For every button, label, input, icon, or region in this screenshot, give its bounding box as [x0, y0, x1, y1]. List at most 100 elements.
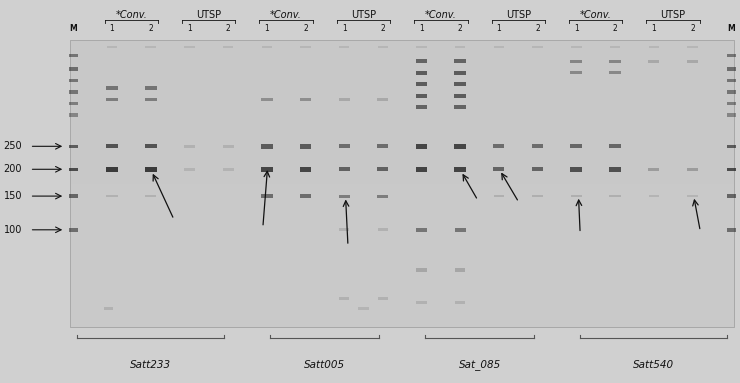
- Bar: [494, 46, 504, 47]
- Bar: [377, 98, 389, 101]
- Bar: [145, 86, 157, 90]
- Bar: [727, 195, 736, 198]
- Bar: [416, 59, 428, 63]
- Bar: [532, 144, 543, 148]
- Bar: [609, 59, 621, 63]
- Text: 2: 2: [458, 24, 462, 33]
- Bar: [455, 46, 465, 47]
- Bar: [223, 46, 233, 47]
- Text: UTSP: UTSP: [505, 10, 531, 20]
- Text: Satt233: Satt233: [130, 360, 171, 370]
- Bar: [687, 195, 698, 197]
- Bar: [727, 144, 736, 148]
- Bar: [727, 228, 736, 231]
- Text: *Conv.: *Conv.: [425, 10, 457, 20]
- Bar: [70, 98, 734, 112]
- Bar: [610, 195, 621, 198]
- Bar: [260, 167, 272, 172]
- Bar: [727, 167, 736, 171]
- Text: Sat_085: Sat_085: [459, 359, 501, 370]
- Bar: [687, 167, 698, 171]
- Bar: [727, 54, 736, 57]
- Bar: [454, 144, 466, 149]
- Bar: [416, 82, 428, 86]
- Bar: [70, 227, 734, 241]
- Bar: [648, 167, 659, 171]
- Bar: [377, 195, 389, 198]
- Bar: [340, 297, 349, 300]
- Bar: [106, 86, 118, 90]
- Bar: [69, 79, 78, 82]
- Bar: [145, 167, 157, 172]
- Bar: [106, 98, 118, 101]
- Bar: [300, 167, 312, 172]
- Bar: [69, 54, 78, 57]
- Bar: [70, 313, 734, 327]
- Bar: [417, 301, 427, 304]
- Bar: [69, 101, 78, 105]
- Bar: [339, 195, 350, 198]
- Bar: [416, 228, 427, 231]
- Bar: [454, 71, 466, 75]
- Bar: [494, 144, 505, 148]
- Bar: [377, 144, 389, 148]
- Bar: [358, 307, 369, 310]
- Bar: [184, 46, 195, 47]
- Bar: [69, 113, 78, 116]
- Bar: [70, 40, 734, 54]
- Bar: [300, 46, 311, 47]
- Bar: [494, 195, 504, 198]
- Bar: [416, 167, 428, 172]
- Bar: [494, 167, 505, 171]
- Bar: [70, 169, 734, 184]
- Bar: [610, 46, 620, 47]
- Text: 1: 1: [651, 24, 656, 33]
- Bar: [727, 113, 736, 116]
- Bar: [107, 195, 118, 198]
- Text: Satt005: Satt005: [304, 360, 346, 370]
- Bar: [70, 284, 734, 299]
- Bar: [223, 168, 234, 170]
- Bar: [70, 126, 734, 141]
- Bar: [70, 69, 734, 83]
- Text: *Conv.: *Conv.: [579, 10, 612, 20]
- Bar: [455, 268, 465, 272]
- Text: UTSP: UTSP: [351, 10, 376, 20]
- Bar: [70, 155, 734, 169]
- Bar: [70, 213, 734, 227]
- Text: 2: 2: [613, 24, 617, 33]
- Bar: [69, 167, 78, 171]
- Text: UTSP: UTSP: [661, 10, 686, 20]
- Bar: [69, 228, 78, 231]
- Bar: [260, 98, 272, 101]
- Bar: [532, 167, 543, 171]
- Text: 1: 1: [574, 24, 579, 33]
- Bar: [184, 145, 195, 148]
- Text: M: M: [70, 24, 77, 33]
- Bar: [70, 184, 734, 198]
- Bar: [417, 268, 427, 272]
- Bar: [571, 46, 582, 47]
- Bar: [261, 46, 272, 47]
- Text: 100: 100: [4, 225, 22, 235]
- Bar: [571, 59, 582, 63]
- Bar: [416, 105, 428, 110]
- Bar: [454, 228, 465, 231]
- Text: 1: 1: [187, 24, 192, 33]
- Text: 150: 150: [4, 191, 22, 201]
- Bar: [70, 241, 734, 256]
- Bar: [727, 79, 736, 82]
- Bar: [648, 195, 659, 197]
- Bar: [70, 299, 734, 313]
- Bar: [70, 270, 734, 284]
- Text: 2: 2: [535, 24, 540, 33]
- Bar: [454, 105, 466, 110]
- Text: 2: 2: [690, 24, 695, 33]
- Bar: [727, 90, 736, 93]
- Bar: [69, 90, 78, 93]
- Bar: [106, 144, 118, 148]
- Bar: [609, 71, 621, 74]
- Text: *Conv.: *Conv.: [270, 10, 302, 20]
- Bar: [533, 195, 543, 198]
- Bar: [339, 46, 349, 47]
